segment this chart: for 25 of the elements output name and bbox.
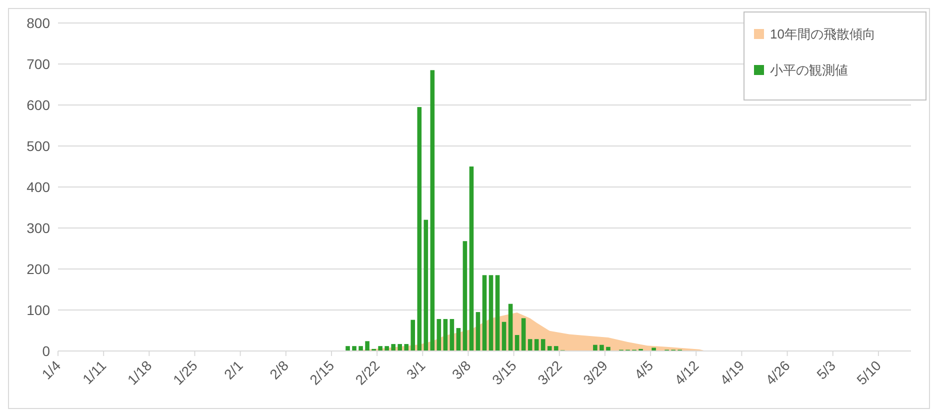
- legend-label: 10年間の飛散傾向: [770, 26, 876, 42]
- y-tick-label: 100: [26, 302, 50, 318]
- x-tick-label: 1/11: [79, 357, 110, 388]
- y-tick-label: 500: [26, 138, 50, 154]
- y-tick-label: 700: [26, 56, 50, 72]
- legend-label: 小平の観測値: [770, 62, 848, 78]
- y-tick-label: 600: [26, 96, 50, 113]
- x-tick-label: 2/8: [266, 357, 292, 382]
- y-tick-label: 800: [26, 14, 50, 31]
- x-tick-label: 3/8: [448, 357, 474, 382]
- x-tick-label: 5/3: [813, 357, 839, 382]
- x-tick-label: 5/10: [853, 357, 884, 388]
- y-tick-label: 200: [26, 260, 50, 277]
- x-tick-label: 2/1: [220, 357, 246, 382]
- x-tick-label: 3/22: [534, 357, 566, 388]
- x-tick-label: 4/12: [671, 357, 702, 388]
- y-tick-label: 0: [42, 342, 50, 359]
- y-tick-label: 400: [26, 178, 50, 195]
- x-tick-label: 4/19: [716, 357, 748, 388]
- x-tick-label: 3/29: [580, 357, 611, 388]
- y-tick-label: 300: [26, 220, 50, 236]
- x-tick-label: 3/1: [403, 357, 428, 382]
- x-tick-label: 4/5: [631, 357, 656, 382]
- x-tick-label: 4/26: [762, 357, 794, 388]
- x-tick-label: 1/4: [38, 357, 64, 382]
